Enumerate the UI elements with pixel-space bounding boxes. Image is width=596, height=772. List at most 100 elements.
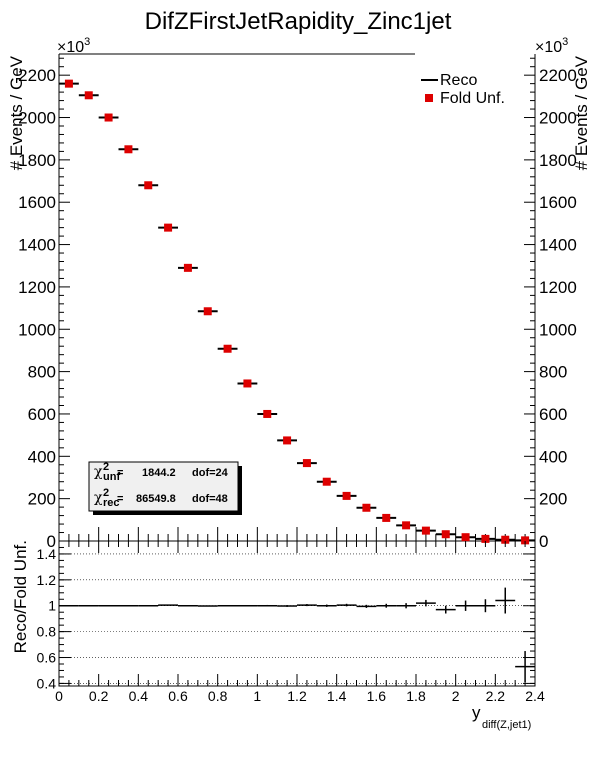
y-tick-label-left: 1200 — [18, 278, 56, 297]
chart-title: DifZFirstJetRapidity_Zinc1jet — [145, 8, 452, 35]
fold-unf-point — [84, 91, 93, 100]
legend-fold-marker — [425, 94, 433, 102]
y-tick-label-left: 2000 — [18, 109, 56, 128]
y-tick-label-right: 1600 — [539, 193, 577, 212]
ratio-x-tick-label: 1.4 — [327, 688, 347, 704]
main-axes: 0 0 200 200 400 400 600 600 800 800 1000 1000 1200 12… — [18, 57, 577, 551]
stats-box-background — [88, 461, 239, 512]
y-tick-label-right: 2000 — [539, 109, 577, 128]
stats-unf-dof: dof=24 — [192, 467, 229, 479]
fold-unf-point — [203, 307, 212, 316]
x-axis-title-subscript: diff(Z,jet1) — [482, 719, 531, 731]
stats-sub-unf: unf — [103, 471, 120, 483]
fold-unf-point — [124, 145, 133, 154]
stats-rec-chi2: 86549.8 — [136, 493, 176, 505]
y-exponent-left: ×103 — [57, 36, 90, 56]
fold-unf-point — [144, 181, 153, 190]
y-tick-label-right: 200 — [539, 490, 567, 509]
legend-reco-label: Reco — [440, 72, 477, 89]
y-tick-label-right: 1400 — [539, 236, 577, 255]
ratio-x-tick-label: 0 — [55, 688, 63, 704]
stats-chi-symbol-unf: χ — [94, 464, 103, 480]
fold-unf-point — [64, 79, 73, 88]
stats-rec-dof: dof=48 — [192, 493, 228, 505]
fold-unf-point — [263, 409, 272, 418]
ratio-x-tick-label: 1.2 — [287, 688, 307, 704]
y-tick-label-left: 1000 — [18, 320, 56, 339]
fold-unf-point — [322, 477, 331, 486]
ratio-y-tick-label: 0.4 — [37, 675, 57, 691]
y-tick-label-right: 1000 — [539, 320, 577, 339]
y-tick-label-left: 200 — [28, 490, 56, 509]
y-tick-label-left: 1400 — [18, 236, 56, 255]
ratio-x-tick-label: 2.2 — [486, 688, 506, 704]
fold-unf-point — [521, 536, 530, 545]
y-tick-label-right: 2200 — [539, 66, 577, 85]
legend: Reco Fold Unf. — [421, 72, 505, 107]
y-axis-title-left: # Events / GeV — [7, 55, 26, 170]
fold-unf-point — [441, 530, 450, 539]
ratio-x-tick-label: 1 — [253, 688, 261, 704]
ratio-x-tick-label: 2.4 — [525, 688, 545, 704]
y-tick-label-right: 0 — [539, 532, 548, 551]
fold-unf-point — [164, 223, 173, 232]
y-axis-title-right: # Events / GeV — [572, 55, 591, 170]
fold-unf-point — [461, 533, 470, 542]
ratio-grid — [59, 553, 535, 684]
y-tick-label-left: 0 — [47, 532, 56, 551]
ratio-x-tick-label: 2 — [452, 688, 460, 704]
fold-unf-point — [183, 263, 192, 272]
ratio-y-tick-label: 1.2 — [37, 572, 57, 588]
y-tick-label-right: 800 — [539, 363, 567, 382]
ratio-x-tick-label: 1.8 — [406, 688, 426, 704]
stats-eq-rec: = — [117, 493, 123, 505]
ratio-x-tick-label: 0.6 — [168, 688, 188, 704]
fold-unf-point — [382, 513, 391, 522]
y-tick-label-right: 1200 — [539, 278, 577, 297]
fold-unf-point — [362, 503, 371, 512]
fold-unf-point — [302, 459, 311, 468]
fold-unf-point — [104, 113, 113, 122]
fold-unf-point — [342, 491, 351, 500]
y-tick-label-left: 2200 — [18, 66, 56, 85]
ratio-x-tick-label: 0.8 — [208, 688, 228, 704]
ratio-frame — [58, 540, 536, 687]
y-tick-label-left: 400 — [28, 447, 56, 466]
fold-unf-point — [243, 379, 252, 388]
ratio-data — [59, 587, 535, 683]
fold-unf-point — [481, 534, 490, 543]
stats-box: χ 2 unf = 1844.2 dof=24 χ 2 rec = 86549.… — [88, 461, 242, 515]
main-data — [59, 79, 535, 545]
y-tick-label-right: 600 — [539, 405, 567, 424]
y-tick-label-right: 1800 — [539, 151, 577, 170]
ratio-axes: 0.4 0.6 0.8 1 1.2 1.4 0 0.2 0.4 0.6 0.8 1 1.2 1.4 1.6 1… — [37, 541, 545, 704]
ratio-x-tick-label: 0.2 — [89, 688, 109, 704]
ratio-y-axis-title: Reco/Fold Unf. — [11, 540, 30, 653]
fold-unf-point — [421, 526, 430, 535]
stats-sub-rec: rec — [103, 497, 120, 509]
ratio-y-tick-label: 0.8 — [37, 624, 57, 640]
ratio-y-tick-label: 1.4 — [37, 546, 57, 562]
fold-unf-point — [223, 344, 232, 353]
y-tick-label-left: 1800 — [18, 151, 56, 170]
stats-eq-unf: = — [117, 467, 123, 479]
fold-unf-point — [283, 436, 292, 445]
y-tick-label-left: 1600 — [18, 193, 56, 212]
y-exponent-right: ×103 — [535, 36, 568, 56]
y-tick-label-left: 800 — [28, 363, 56, 382]
fold-unf-point — [402, 521, 411, 530]
stats-chi-symbol-rec: χ — [94, 490, 103, 506]
ratio-x-tick-label: 1.6 — [367, 688, 387, 704]
x-axis-title: y — [472, 703, 481, 722]
fold-unf-point — [501, 535, 510, 544]
ratio-y-tick-label: 1 — [48, 598, 56, 614]
stats-unf-chi2: 1844.2 — [142, 467, 176, 479]
y-tick-label-right: 400 — [539, 447, 567, 466]
stats-sup-unf: 2 — [103, 461, 109, 473]
ratio-x-tick-label: 0.4 — [129, 688, 149, 704]
stats-sup-rec: 2 — [103, 487, 109, 499]
y-tick-label-left: 600 — [28, 405, 56, 424]
legend-fold-label: Fold Unf. — [440, 90, 505, 107]
